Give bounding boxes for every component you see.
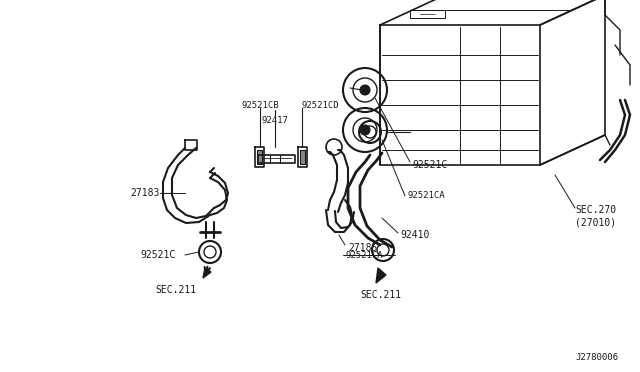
Text: 27185: 27185: [348, 243, 378, 253]
Text: 92521CA: 92521CA: [345, 250, 383, 260]
Polygon shape: [203, 268, 211, 278]
Text: 92521CA: 92521CA: [407, 190, 445, 199]
Bar: [300, 150, 305, 164]
Text: 92521C: 92521C: [140, 250, 175, 260]
Text: SEC.270: SEC.270: [575, 205, 616, 215]
Text: 92410: 92410: [400, 230, 429, 240]
Text: J2780006: J2780006: [575, 353, 618, 362]
Circle shape: [360, 85, 370, 95]
Text: 92417: 92417: [262, 115, 289, 125]
Bar: [257, 150, 262, 164]
Text: SEC.211: SEC.211: [360, 290, 401, 300]
Circle shape: [360, 125, 370, 135]
Text: 92521C: 92521C: [412, 160, 447, 170]
Text: (27010): (27010): [575, 217, 616, 227]
Text: 27183: 27183: [130, 188, 159, 198]
Text: SEC.211: SEC.211: [155, 285, 196, 295]
Text: 92521CD: 92521CD: [302, 100, 340, 109]
Polygon shape: [376, 268, 386, 283]
Text: 92521CB: 92521CB: [242, 100, 280, 109]
